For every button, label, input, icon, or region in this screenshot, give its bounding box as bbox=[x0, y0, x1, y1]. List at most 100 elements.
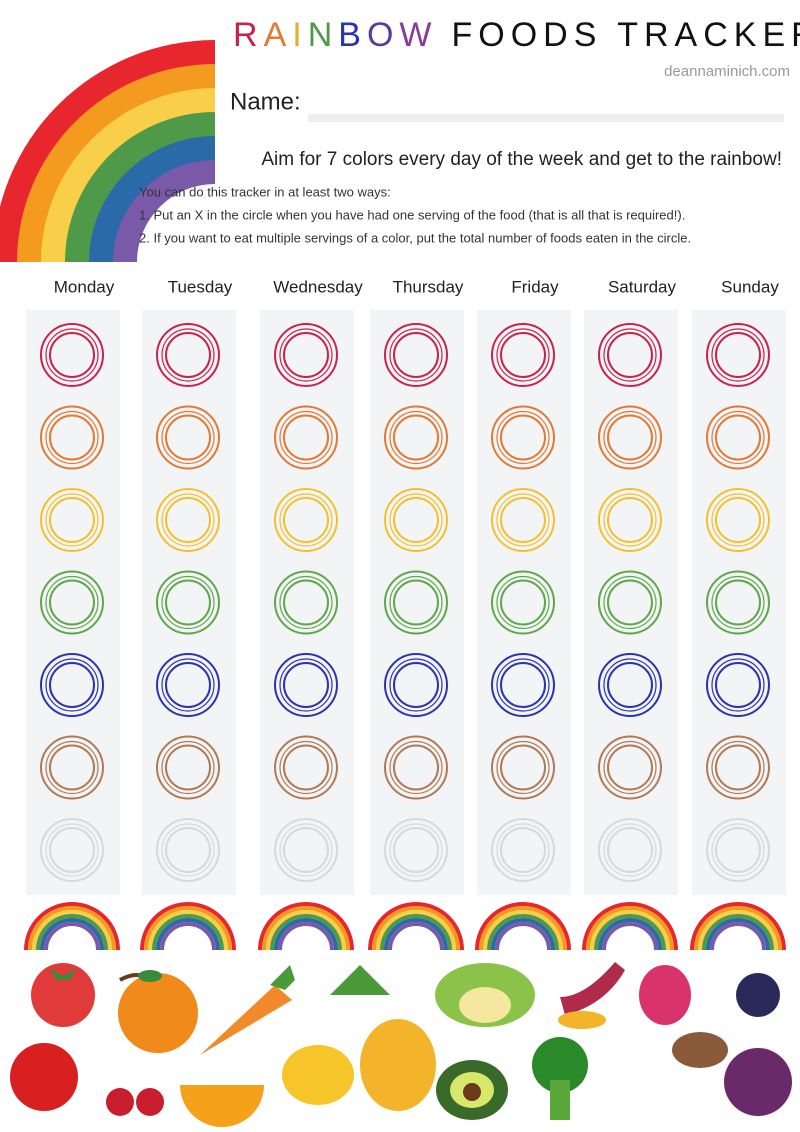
tracker-circle[interactable] bbox=[603, 328, 657, 382]
tracker-circle[interactable] bbox=[156, 323, 220, 387]
tracker-circle[interactable] bbox=[283, 332, 329, 378]
tracker-circle[interactable] bbox=[274, 818, 338, 882]
tracker-circle[interactable] bbox=[607, 579, 653, 626]
tracker-circle[interactable] bbox=[283, 662, 329, 708]
tracker-circle[interactable] bbox=[500, 332, 546, 378]
tracker-circle[interactable] bbox=[389, 823, 443, 877]
tracker-circle[interactable] bbox=[274, 323, 338, 387]
tracker-circle[interactable] bbox=[45, 328, 99, 382]
tracker-circle[interactable] bbox=[40, 488, 104, 552]
tracker-circle[interactable] bbox=[45, 740, 99, 795]
tracker-circle[interactable] bbox=[161, 328, 215, 382]
tracker-circle[interactable] bbox=[393, 579, 439, 626]
tracker-circle[interactable] bbox=[711, 493, 765, 547]
tracker-circle[interactable] bbox=[715, 497, 761, 543]
tracker-circle[interactable] bbox=[706, 735, 770, 800]
tracker-circle[interactable] bbox=[598, 405, 662, 470]
tracker-circle[interactable] bbox=[598, 323, 662, 387]
tracker-circle[interactable] bbox=[49, 827, 95, 873]
tracker-circle[interactable] bbox=[706, 818, 770, 882]
tracker-circle[interactable] bbox=[156, 488, 220, 552]
tracker-circle[interactable] bbox=[711, 740, 765, 795]
tracker-circle[interactable] bbox=[279, 575, 333, 630]
tracker-circle[interactable] bbox=[607, 744, 653, 791]
tracker-circle[interactable] bbox=[496, 823, 550, 877]
tracker-circle[interactable] bbox=[500, 744, 546, 791]
tracker-circle[interactable] bbox=[40, 653, 104, 717]
tracker-circle[interactable] bbox=[711, 658, 765, 712]
tracker-circle[interactable] bbox=[279, 493, 333, 547]
tracker-circle[interactable] bbox=[384, 570, 448, 635]
tracker-circle[interactable] bbox=[161, 740, 215, 795]
tracker-circle[interactable] bbox=[715, 827, 761, 873]
tracker-circle[interactable] bbox=[40, 570, 104, 635]
tracker-circle[interactable] bbox=[715, 579, 761, 626]
tracker-circle[interactable] bbox=[491, 488, 555, 552]
tracker-circle[interactable] bbox=[496, 658, 550, 712]
tracker-circle[interactable] bbox=[607, 414, 653, 461]
tracker-circle[interactable] bbox=[607, 662, 653, 708]
tracker-circle[interactable] bbox=[603, 658, 657, 712]
tracker-circle[interactable] bbox=[45, 410, 99, 465]
tracker-circle[interactable] bbox=[40, 735, 104, 800]
tracker-circle[interactable] bbox=[384, 323, 448, 387]
tracker-circle[interactable] bbox=[706, 488, 770, 552]
tracker-circle[interactable] bbox=[40, 818, 104, 882]
tracker-circle[interactable] bbox=[603, 493, 657, 547]
tracker-circle[interactable] bbox=[491, 570, 555, 635]
tracker-circle[interactable] bbox=[389, 575, 443, 630]
tracker-circle[interactable] bbox=[711, 328, 765, 382]
tracker-circle[interactable] bbox=[279, 658, 333, 712]
tracker-circle[interactable] bbox=[165, 332, 211, 378]
tracker-circle[interactable] bbox=[384, 488, 448, 552]
tracker-circle[interactable] bbox=[161, 575, 215, 630]
tracker-circle[interactable] bbox=[279, 410, 333, 465]
tracker-circle[interactable] bbox=[384, 735, 448, 800]
tracker-circle[interactable] bbox=[496, 410, 550, 465]
tracker-circle[interactable] bbox=[496, 575, 550, 630]
tracker-circle[interactable] bbox=[165, 827, 211, 873]
tracker-circle[interactable] bbox=[389, 658, 443, 712]
tracker-circle[interactable] bbox=[161, 410, 215, 465]
tracker-circle[interactable] bbox=[603, 575, 657, 630]
tracker-circle[interactable] bbox=[598, 488, 662, 552]
tracker-circle[interactable] bbox=[393, 827, 439, 873]
tracker-circle[interactable] bbox=[49, 579, 95, 626]
tracker-circle[interactable] bbox=[49, 497, 95, 543]
tracker-circle[interactable] bbox=[45, 658, 99, 712]
tracker-circle[interactable] bbox=[491, 323, 555, 387]
tracker-circle[interactable] bbox=[165, 497, 211, 543]
tracker-circle[interactable] bbox=[711, 823, 765, 877]
tracker-circle[interactable] bbox=[715, 662, 761, 708]
tracker-circle[interactable] bbox=[603, 823, 657, 877]
tracker-circle[interactable] bbox=[500, 662, 546, 708]
tracker-circle[interactable] bbox=[598, 570, 662, 635]
tracker-circle[interactable] bbox=[40, 323, 104, 387]
tracker-circle[interactable] bbox=[598, 653, 662, 717]
tracker-circle[interactable] bbox=[283, 579, 329, 626]
tracker-circle[interactable] bbox=[393, 744, 439, 791]
tracker-circle[interactable] bbox=[706, 570, 770, 635]
tracker-circle[interactable] bbox=[496, 740, 550, 795]
tracker-circle[interactable] bbox=[491, 735, 555, 800]
tracker-circle[interactable] bbox=[274, 488, 338, 552]
tracker-circle[interactable] bbox=[49, 744, 95, 791]
tracker-circle[interactable] bbox=[706, 653, 770, 717]
tracker-circle[interactable] bbox=[393, 414, 439, 461]
tracker-circle[interactable] bbox=[45, 575, 99, 630]
tracker-circle[interactable] bbox=[706, 405, 770, 470]
tracker-circle[interactable] bbox=[40, 405, 104, 470]
tracker-circle[interactable] bbox=[607, 332, 653, 378]
tracker-circle[interactable] bbox=[283, 414, 329, 461]
tracker-circle[interactable] bbox=[598, 818, 662, 882]
tracker-circle[interactable] bbox=[156, 405, 220, 470]
tracker-circle[interactable] bbox=[279, 328, 333, 382]
tracker-circle[interactable] bbox=[161, 658, 215, 712]
tracker-circle[interactable] bbox=[393, 332, 439, 378]
tracker-circle[interactable] bbox=[607, 497, 653, 543]
tracker-circle[interactable] bbox=[49, 662, 95, 708]
tracker-circle[interactable] bbox=[161, 823, 215, 877]
tracker-circle[interactable] bbox=[500, 579, 546, 626]
tracker-circle[interactable] bbox=[711, 575, 765, 630]
tracker-circle[interactable] bbox=[500, 827, 546, 873]
